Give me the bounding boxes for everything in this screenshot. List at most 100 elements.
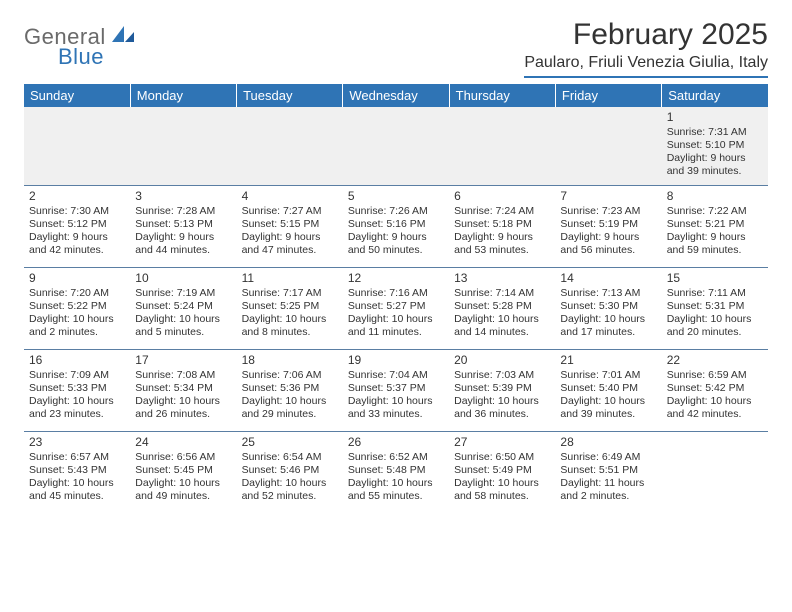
sunrise-text: Sunrise: 7:09 AM: [29, 369, 125, 382]
daylight-text: and 58 minutes.: [454, 490, 550, 503]
sunset-text: Sunset: 5:37 PM: [348, 382, 444, 395]
sunset-text: Sunset: 5:42 PM: [667, 382, 763, 395]
month-title: February 2025: [524, 18, 768, 52]
day-number: 2: [29, 189, 125, 204]
daylight-text: Daylight: 10 hours: [560, 395, 656, 408]
sunrise-text: Sunrise: 7:06 AM: [242, 369, 338, 382]
sunrise-text: Sunrise: 6:50 AM: [454, 451, 550, 464]
sunrise-text: Sunrise: 7:22 AM: [667, 205, 763, 218]
sunrise-text: Sunrise: 7:24 AM: [454, 205, 550, 218]
sunset-text: Sunset: 5:51 PM: [560, 464, 656, 477]
daylight-text: and 29 minutes.: [242, 408, 338, 421]
day-number: 13: [454, 271, 550, 286]
day-number: 21: [560, 353, 656, 368]
day-number: 24: [135, 435, 231, 450]
daylight-text: Daylight: 10 hours: [560, 313, 656, 326]
day-cell: 10Sunrise: 7:19 AMSunset: 5:24 PMDayligh…: [130, 267, 236, 349]
day-number: 10: [135, 271, 231, 286]
daylight-text: Daylight: 10 hours: [135, 477, 231, 490]
day-number: 27: [454, 435, 550, 450]
sunrise-text: Sunrise: 7:28 AM: [135, 205, 231, 218]
sunset-text: Sunset: 5:22 PM: [29, 300, 125, 313]
sunrise-text: Sunrise: 7:01 AM: [560, 369, 656, 382]
day-number: 6: [454, 189, 550, 204]
day-cell: [449, 107, 555, 185]
sunset-text: Sunset: 5:30 PM: [560, 300, 656, 313]
daylight-text: Daylight: 10 hours: [454, 395, 550, 408]
day-header-row: Sunday Monday Tuesday Wednesday Thursday…: [24, 84, 768, 107]
sunrise-text: Sunrise: 7:30 AM: [29, 205, 125, 218]
daylight-text: and 44 minutes.: [135, 244, 231, 257]
day-number: 3: [135, 189, 231, 204]
sunset-text: Sunset: 5:49 PM: [454, 464, 550, 477]
daylight-text: and 50 minutes.: [348, 244, 444, 257]
daylight-text: Daylight: 10 hours: [454, 313, 550, 326]
dayhead-mon: Monday: [130, 84, 236, 107]
daylight-text: and 33 minutes.: [348, 408, 444, 421]
sunset-text: Sunset: 5:34 PM: [135, 382, 231, 395]
daylight-text: and 55 minutes.: [348, 490, 444, 503]
day-number: 1: [667, 110, 763, 125]
daylight-text: and 8 minutes.: [242, 326, 338, 339]
week-row: 1Sunrise: 7:31 AMSunset: 5:10 PMDaylight…: [24, 107, 768, 185]
day-number: 11: [242, 271, 338, 286]
day-cell: 20Sunrise: 7:03 AMSunset: 5:39 PMDayligh…: [449, 349, 555, 431]
daylight-text: Daylight: 10 hours: [29, 313, 125, 326]
sunrise-text: Sunrise: 7:14 AM: [454, 287, 550, 300]
day-cell: 5Sunrise: 7:26 AMSunset: 5:16 PMDaylight…: [343, 185, 449, 267]
daylight-text: and 39 minutes.: [560, 408, 656, 421]
day-cell: 18Sunrise: 7:06 AMSunset: 5:36 PMDayligh…: [237, 349, 343, 431]
day-cell: [130, 107, 236, 185]
daylight-text: Daylight: 10 hours: [454, 477, 550, 490]
sunset-text: Sunset: 5:31 PM: [667, 300, 763, 313]
day-number: 7: [560, 189, 656, 204]
sunrise-text: Sunrise: 7:31 AM: [667, 126, 763, 139]
daylight-text: and 56 minutes.: [560, 244, 656, 257]
sunset-text: Sunset: 5:13 PM: [135, 218, 231, 231]
day-cell: 16Sunrise: 7:09 AMSunset: 5:33 PMDayligh…: [24, 349, 130, 431]
calendar-table: Sunday Monday Tuesday Wednesday Thursday…: [24, 84, 768, 513]
sunrise-text: Sunrise: 7:16 AM: [348, 287, 444, 300]
daylight-text: Daylight: 10 hours: [667, 395, 763, 408]
day-number: 4: [242, 189, 338, 204]
dayhead-sun: Sunday: [24, 84, 130, 107]
sunrise-text: Sunrise: 7:13 AM: [560, 287, 656, 300]
sunset-text: Sunset: 5:43 PM: [29, 464, 125, 477]
dayhead-sat: Saturday: [662, 84, 768, 107]
daylight-text: Daylight: 10 hours: [348, 395, 444, 408]
day-cell: 7Sunrise: 7:23 AMSunset: 5:19 PMDaylight…: [555, 185, 661, 267]
daylight-text: Daylight: 10 hours: [135, 395, 231, 408]
sunset-text: Sunset: 5:18 PM: [454, 218, 550, 231]
sunrise-text: Sunrise: 6:49 AM: [560, 451, 656, 464]
day-cell: 15Sunrise: 7:11 AMSunset: 5:31 PMDayligh…: [662, 267, 768, 349]
logo-sail-icon: [110, 24, 136, 49]
day-number: 9: [29, 271, 125, 286]
sunrise-text: Sunrise: 7:04 AM: [348, 369, 444, 382]
daylight-text: and 2 minutes.: [29, 326, 125, 339]
day-cell: 4Sunrise: 7:27 AMSunset: 5:15 PMDaylight…: [237, 185, 343, 267]
week-row: 16Sunrise: 7:09 AMSunset: 5:33 PMDayligh…: [24, 349, 768, 431]
sunrise-text: Sunrise: 7:08 AM: [135, 369, 231, 382]
sunset-text: Sunset: 5:16 PM: [348, 218, 444, 231]
daylight-text: and 39 minutes.: [667, 165, 763, 178]
sunrise-text: Sunrise: 7:17 AM: [242, 287, 338, 300]
day-cell: 11Sunrise: 7:17 AMSunset: 5:25 PMDayligh…: [237, 267, 343, 349]
day-cell: 9Sunrise: 7:20 AMSunset: 5:22 PMDaylight…: [24, 267, 130, 349]
daylight-text: Daylight: 10 hours: [135, 313, 231, 326]
day-cell: [24, 107, 130, 185]
sunset-text: Sunset: 5:27 PM: [348, 300, 444, 313]
day-number: 26: [348, 435, 444, 450]
sunrise-text: Sunrise: 6:56 AM: [135, 451, 231, 464]
daylight-text: and 42 minutes.: [667, 408, 763, 421]
daylight-text: Daylight: 11 hours: [560, 477, 656, 490]
daylight-text: and 2 minutes.: [560, 490, 656, 503]
sunset-text: Sunset: 5:28 PM: [454, 300, 550, 313]
day-cell: 8Sunrise: 7:22 AMSunset: 5:21 PMDaylight…: [662, 185, 768, 267]
day-cell: [343, 107, 449, 185]
day-number: 18: [242, 353, 338, 368]
day-cell: 6Sunrise: 7:24 AMSunset: 5:18 PMDaylight…: [449, 185, 555, 267]
day-cell: 13Sunrise: 7:14 AMSunset: 5:28 PMDayligh…: [449, 267, 555, 349]
day-number: 20: [454, 353, 550, 368]
sunset-text: Sunset: 5:48 PM: [348, 464, 444, 477]
sunset-text: Sunset: 5:33 PM: [29, 382, 125, 395]
